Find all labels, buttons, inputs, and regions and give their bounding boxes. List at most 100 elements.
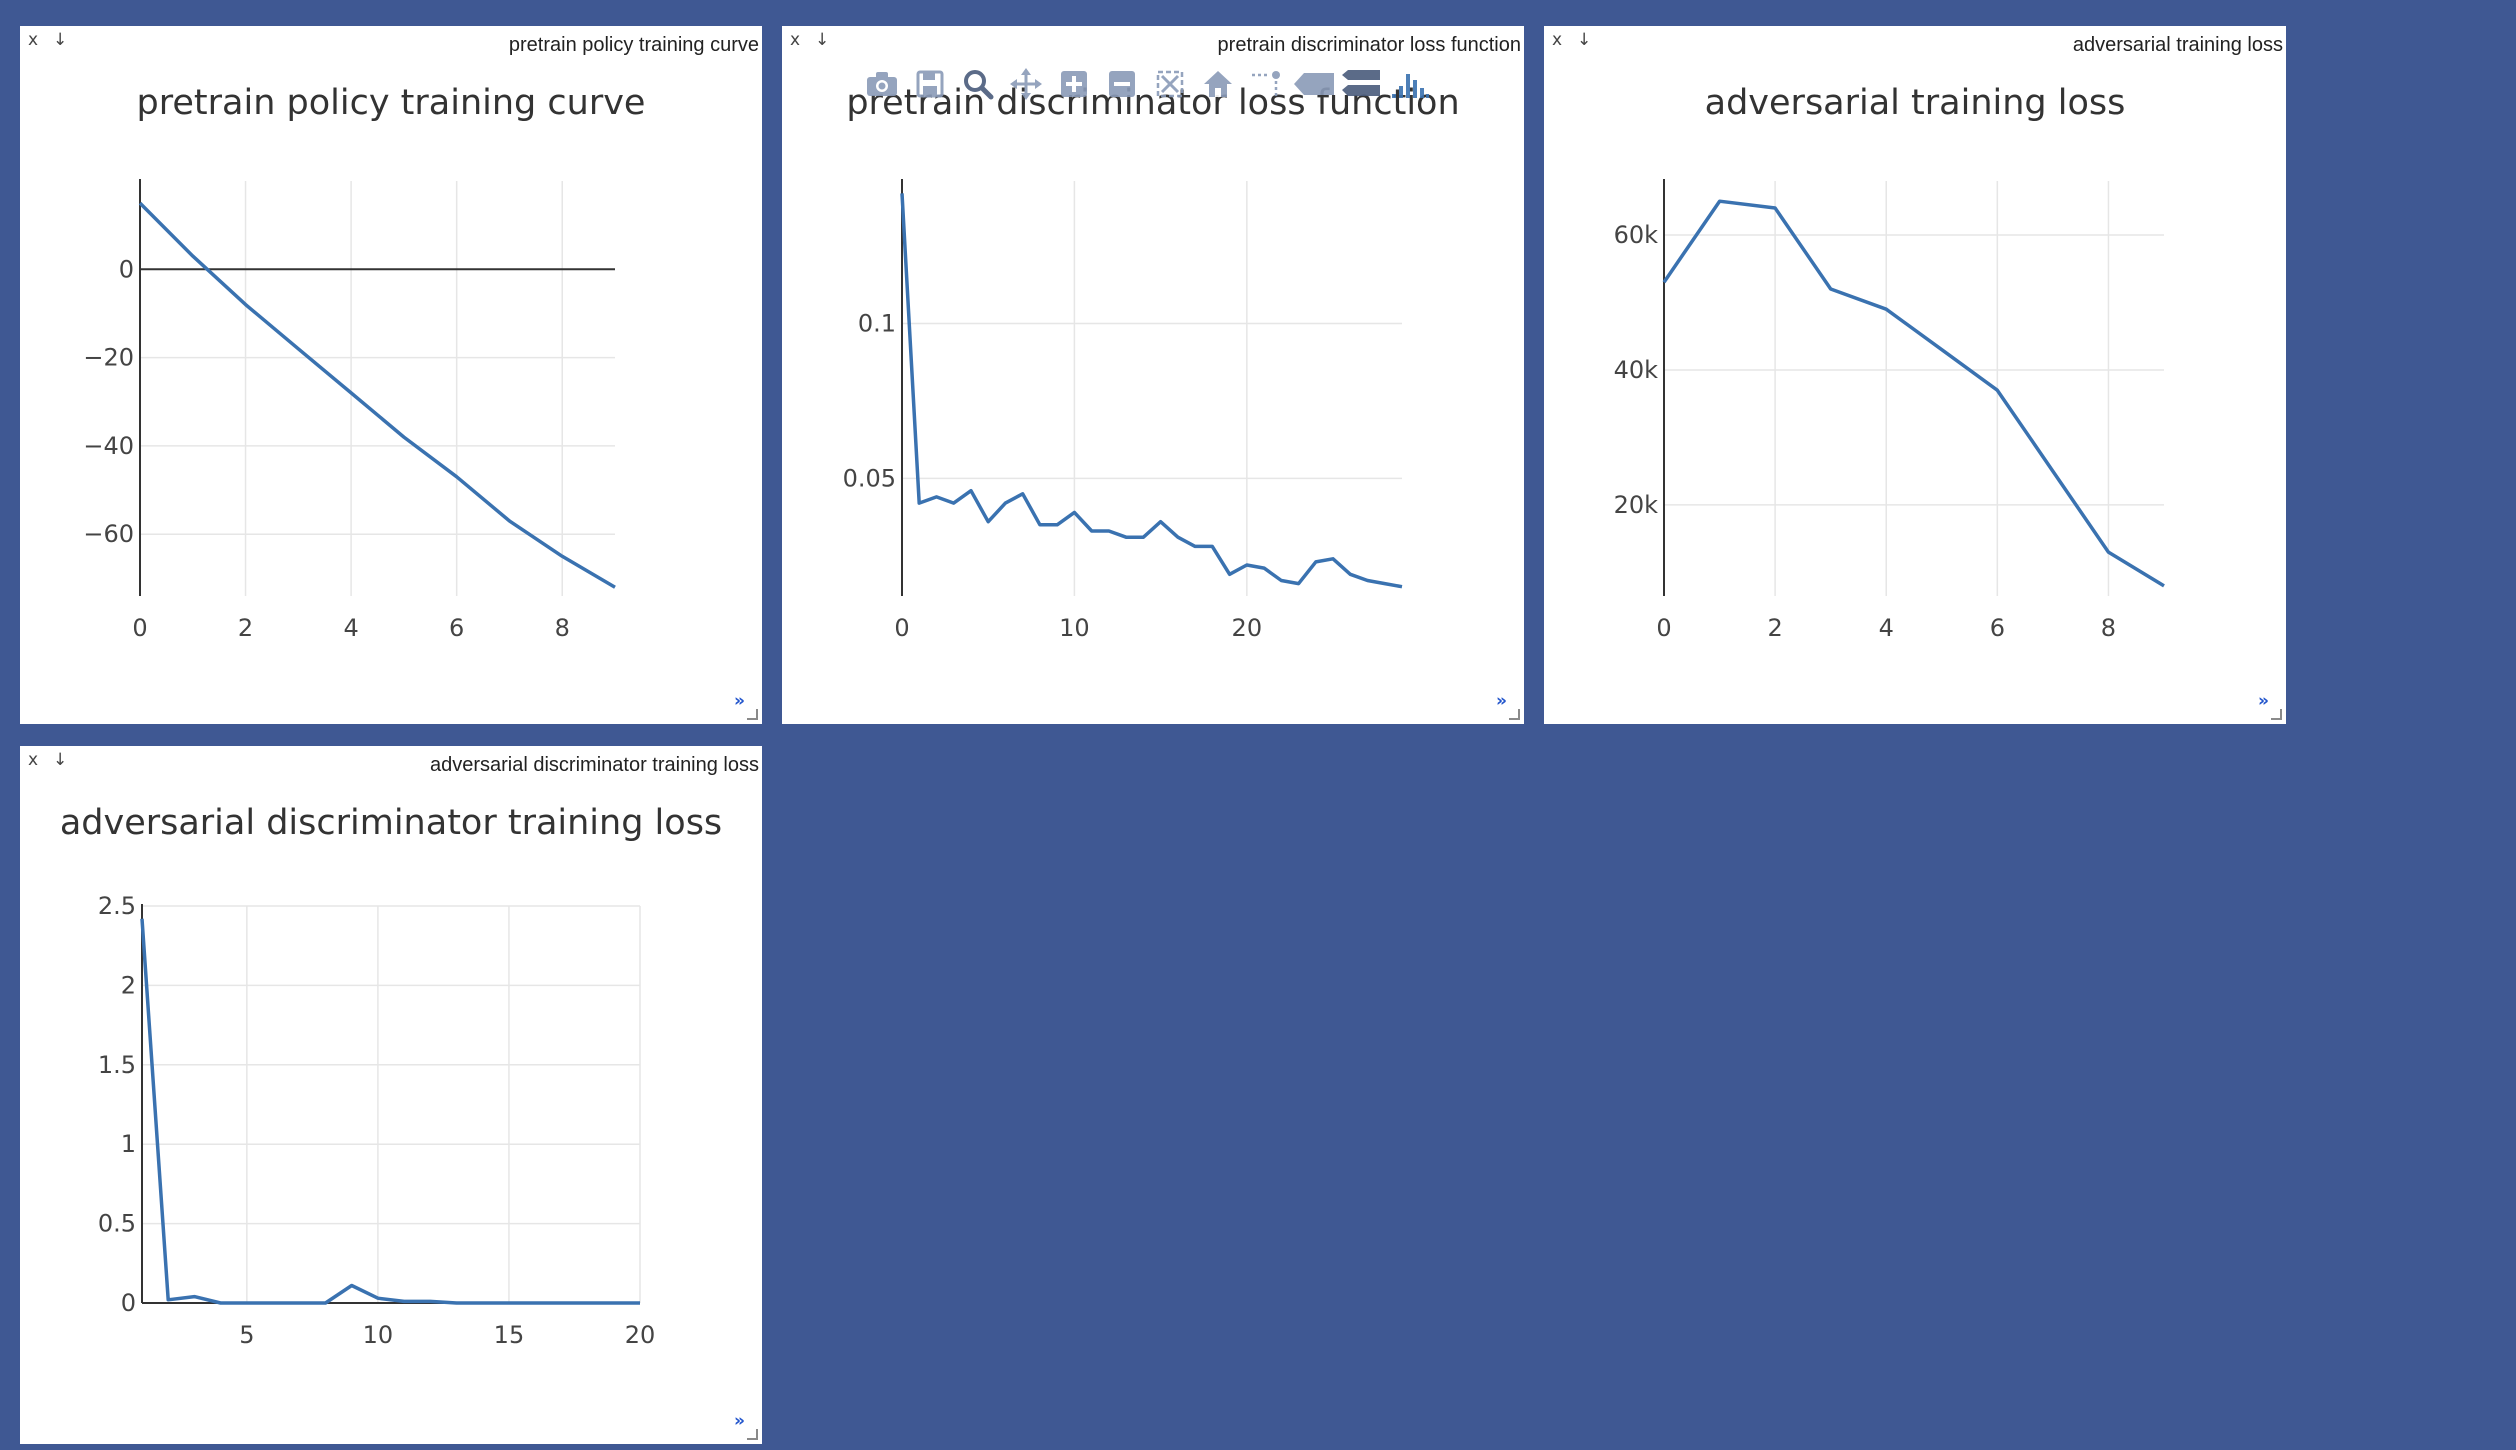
data-point[interactable]: [948, 497, 960, 509]
data-point[interactable]: [582, 1297, 594, 1309]
data-point[interactable]: [372, 1292, 384, 1304]
download-icon[interactable]: ↓: [53, 30, 68, 50]
data-point[interactable]: [293, 1297, 305, 1309]
series-line[interactable]: [1662, 199, 2165, 588]
data-point[interactable]: [913, 497, 925, 509]
camera-icon[interactable]: [862, 64, 902, 104]
line-chart[interactable]: adversarial training loss 0 2 4 6 8 20k 40k 60k: [1544, 26, 2286, 724]
expand-icon[interactable]: »: [1496, 691, 1507, 711]
data-point[interactable]: [609, 581, 621, 593]
line-chart[interactable]: pretrain policy training curve 0 2 4 6 8 0 −20 −…: [20, 26, 762, 724]
zoom-in-icon[interactable]: [1054, 64, 1094, 104]
series-line[interactable]: [138, 201, 616, 589]
expand-icon[interactable]: »: [734, 691, 745, 711]
data-point[interactable]: [555, 1297, 567, 1309]
save-icon[interactable]: [910, 64, 950, 104]
data-point[interactable]: [1362, 575, 1374, 587]
data-point[interactable]: [1293, 578, 1305, 590]
data-point[interactable]: [162, 1294, 174, 1306]
data-point[interactable]: [134, 197, 146, 209]
data-point[interactable]: [556, 550, 568, 562]
hover-closest-icon[interactable]: [1294, 64, 1334, 104]
data-point[interactable]: [1258, 562, 1270, 574]
data-point[interactable]: [982, 516, 994, 528]
line-chart[interactable]: adversarial discriminator training loss 5…: [20, 746, 762, 1444]
pane-title-bar[interactable]: x ↓ pretrain discriminator loss function: [782, 26, 1524, 60]
data-point[interactable]: [241, 1297, 253, 1309]
data-point[interactable]: [1172, 531, 1184, 543]
data-point[interactable]: [2158, 580, 2170, 592]
resize-handle-icon[interactable]: [2271, 709, 2282, 720]
data-point[interactable]: [965, 485, 977, 497]
data-point[interactable]: [1155, 516, 1167, 528]
resize-handle-icon[interactable]: [747, 1429, 758, 1440]
data-point[interactable]: [1379, 578, 1391, 590]
data-point[interactable]: [1327, 553, 1339, 565]
data-point[interactable]: [503, 515, 515, 527]
data-point[interactable]: [1880, 303, 1892, 315]
data-point[interactable]: [1344, 568, 1356, 580]
autoscale-icon[interactable]: [1150, 64, 1190, 104]
data-point[interactable]: [398, 431, 410, 443]
data-point[interactable]: [424, 1295, 436, 1307]
data-point[interactable]: [2047, 465, 2059, 477]
plotly-logo-icon[interactable]: [1390, 64, 1430, 104]
hover-compare-icon[interactable]: [1342, 64, 1382, 104]
line-chart[interactable]: pretrain discriminator loss function 0 10 2…: [782, 26, 1524, 724]
close-icon[interactable]: x: [28, 30, 39, 50]
data-point[interactable]: [451, 471, 463, 483]
data-point[interactable]: [1936, 344, 1948, 356]
data-point[interactable]: [267, 1297, 279, 1309]
data-point[interactable]: [2102, 546, 2114, 558]
data-point[interactable]: [1396, 581, 1408, 593]
data-point[interactable]: [319, 1297, 331, 1309]
data-point[interactable]: [930, 491, 942, 503]
data-point[interactable]: [1224, 568, 1236, 580]
data-point[interactable]: [1034, 519, 1046, 531]
series-line[interactable]: [140, 918, 640, 1305]
data-point[interactable]: [398, 1295, 410, 1307]
expand-icon[interactable]: »: [2258, 691, 2269, 711]
zoom-out-icon[interactable]: [1102, 64, 1142, 104]
data-point[interactable]: [477, 1297, 489, 1309]
data-point[interactable]: [136, 913, 148, 925]
pane-title-bar[interactable]: x ↓ adversarial discriminator training l…: [20, 746, 762, 780]
data-point[interactable]: [345, 387, 357, 399]
series-line[interactable]: [900, 193, 1403, 589]
data-point[interactable]: [1275, 575, 1287, 587]
data-point[interactable]: [1991, 384, 2003, 396]
data-point[interactable]: [188, 1291, 200, 1303]
data-point[interactable]: [529, 1297, 541, 1309]
data-point[interactable]: [999, 497, 1011, 509]
data-point[interactable]: [1017, 488, 1029, 500]
data-point[interactable]: [1189, 540, 1201, 552]
download-icon[interactable]: ↓: [815, 30, 830, 50]
data-point[interactable]: [1714, 195, 1726, 207]
data-point[interactable]: [1051, 519, 1063, 531]
data-point[interactable]: [1769, 202, 1781, 214]
data-point[interactable]: [1241, 559, 1253, 571]
data-point[interactable]: [503, 1297, 515, 1309]
data-point[interactable]: [1825, 283, 1837, 295]
close-icon[interactable]: x: [1552, 30, 1563, 50]
data-point[interactable]: [451, 1297, 463, 1309]
data-point[interactable]: [292, 343, 304, 355]
resize-handle-icon[interactable]: [1509, 709, 1520, 720]
data-point[interactable]: [1068, 506, 1080, 518]
expand-icon[interactable]: »: [734, 1411, 745, 1431]
data-point[interactable]: [215, 1297, 227, 1309]
resize-handle-icon[interactable]: [747, 709, 758, 720]
pan-icon[interactable]: [1006, 64, 1046, 104]
download-icon[interactable]: ↓: [53, 750, 68, 770]
data-point[interactable]: [187, 250, 199, 262]
data-point[interactable]: [1206, 540, 1218, 552]
data-point[interactable]: [608, 1297, 620, 1309]
data-point[interactable]: [1310, 556, 1322, 568]
data-point[interactable]: [346, 1280, 358, 1292]
spikelines-icon[interactable]: [1246, 64, 1286, 104]
download-icon[interactable]: ↓: [1577, 30, 1592, 50]
data-point[interactable]: [1103, 525, 1115, 537]
pane-title-bar[interactable]: x ↓ pretrain policy training curve: [20, 26, 762, 60]
close-icon[interactable]: x: [28, 750, 39, 770]
reset-axes-icon[interactable]: [1198, 64, 1238, 104]
